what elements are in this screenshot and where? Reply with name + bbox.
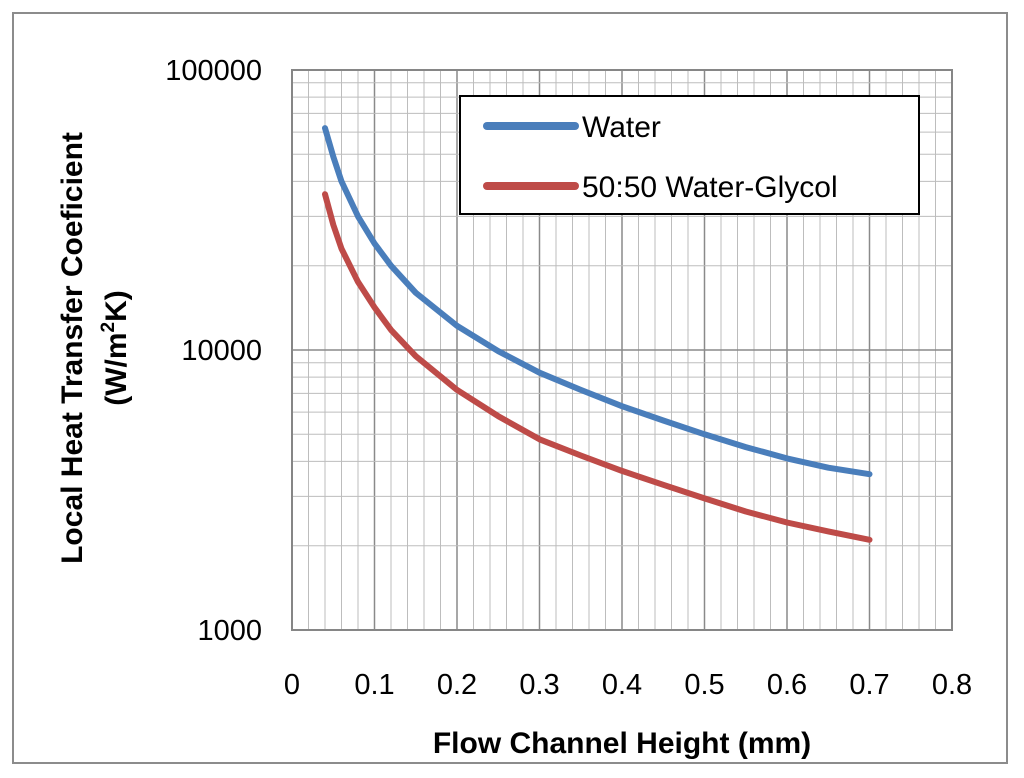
y-axis-unit-suffix: K) xyxy=(100,290,133,322)
x-tick-label: 0.1 xyxy=(354,669,394,701)
series-line-water-glycol xyxy=(322,191,873,543)
x-axis-title: Flow Channel Height (mm) xyxy=(433,727,811,760)
y-axis-unit-sup: 2 xyxy=(98,322,119,333)
x-tick-label: 0.6 xyxy=(767,669,807,701)
x-tick-label: 0.8 xyxy=(932,669,972,701)
x-tick-label: 0.7 xyxy=(849,669,889,701)
tick-labels: 0 0.1 0.2 0.3 0.4 0.5 0.6 0.7 0.8 1000 10000 100000 xyxy=(165,55,972,701)
y-axis-title-line1: Local Heat Transfer Coeficient xyxy=(56,132,89,564)
series-line-water xyxy=(322,125,873,478)
y-tick-label: 10000 xyxy=(181,335,262,367)
grid xyxy=(292,70,952,630)
legend-label-water: Water xyxy=(582,111,661,144)
legend: Water 50:50 Water-Glycol xyxy=(459,95,920,215)
x-tick-label: 0 xyxy=(284,669,300,701)
x-tick-label: 0.5 xyxy=(684,669,724,701)
series-lines xyxy=(322,125,873,543)
y-tick-label: 1000 xyxy=(197,615,262,647)
y-axis-title-line2: (W/m2K) xyxy=(98,290,133,406)
x-tick-label: 0.4 xyxy=(602,669,642,701)
legend-label-glycol: 50:50 Water-Glycol xyxy=(582,171,838,204)
y-tick-label: 100000 xyxy=(165,55,262,87)
plot-area xyxy=(291,69,953,631)
x-tick-label: 0.3 xyxy=(519,669,559,701)
y-axis-unit-prefix: (W/m xyxy=(100,332,133,405)
x-tick-label: 0.2 xyxy=(437,669,477,701)
legend-box xyxy=(459,95,920,215)
